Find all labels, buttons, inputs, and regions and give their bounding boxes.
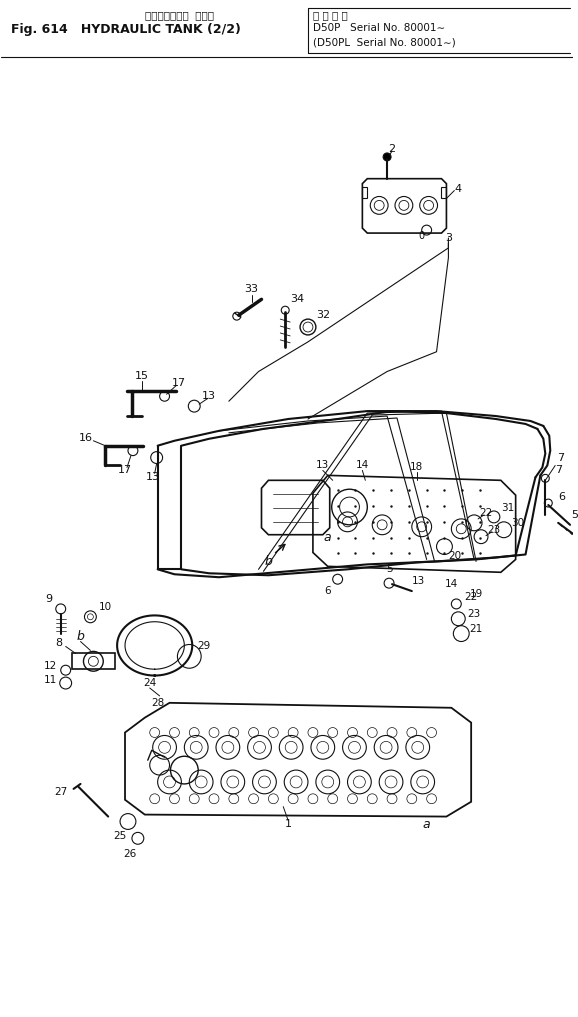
Text: 31: 31 [501,503,514,513]
Text: 30: 30 [511,518,524,528]
Text: 27: 27 [54,787,68,797]
Text: 20: 20 [448,551,461,561]
Text: 適 用 号 機: 適 用 号 機 [313,10,347,20]
Text: 21: 21 [469,623,483,634]
Text: 19: 19 [469,589,483,599]
Text: 8: 8 [55,639,62,649]
Text: Fig. 614   HYDRAULIC TANK (2/2): Fig. 614 HYDRAULIC TANK (2/2) [12,23,241,37]
Text: 33: 33 [244,285,258,295]
Text: a: a [423,818,431,831]
Text: 14: 14 [444,579,458,589]
Text: 4: 4 [455,183,462,193]
Text: 15: 15 [135,371,149,381]
Text: 13: 13 [316,461,329,471]
Text: 7: 7 [557,453,564,463]
Text: 22: 22 [479,507,492,518]
Text: ハイドロリック  タンク: ハイドロリック タンク [145,10,214,20]
Text: 23: 23 [487,525,501,535]
Text: 5: 5 [386,564,392,575]
Text: 0: 0 [418,231,425,241]
Text: 10: 10 [99,602,112,612]
Text: 2: 2 [388,144,395,154]
Circle shape [383,153,391,161]
Text: (D50PL  Serial No. 80001∼): (D50PL Serial No. 80001∼) [313,38,455,47]
Bar [442,186,446,198]
Text: 16: 16 [79,433,92,442]
Text: 29: 29 [198,642,211,652]
Text: b: b [265,555,272,567]
Text: 6: 6 [324,586,331,596]
Text: 13: 13 [202,392,216,402]
Text: b: b [76,631,84,643]
Text: 24: 24 [143,678,157,689]
Bar [362,186,367,198]
Text: 14: 14 [355,461,369,471]
Text: 1: 1 [285,820,292,830]
Text: 13: 13 [146,472,160,482]
Text: D50P   Serial No. 80001∼: D50P Serial No. 80001∼ [313,23,445,34]
Text: 3: 3 [445,233,452,243]
Text: 6: 6 [559,492,566,502]
Text: 17: 17 [171,378,186,388]
Text: 13: 13 [412,577,425,586]
Text: 28: 28 [151,698,164,708]
Text: 17: 17 [118,466,132,475]
Text: 34: 34 [290,294,304,304]
Text: 12: 12 [44,661,57,671]
Text: 11: 11 [44,675,57,685]
Text: 22: 22 [465,592,478,602]
Text: 25: 25 [113,831,127,841]
Text: 26: 26 [123,849,136,859]
Text: 32: 32 [316,310,330,320]
Text: 18: 18 [410,463,423,473]
Text: 23: 23 [468,609,481,618]
Text: 5: 5 [572,510,578,520]
Text: 7: 7 [555,466,562,475]
Text: 9: 9 [45,594,53,604]
Text: a: a [324,531,332,544]
